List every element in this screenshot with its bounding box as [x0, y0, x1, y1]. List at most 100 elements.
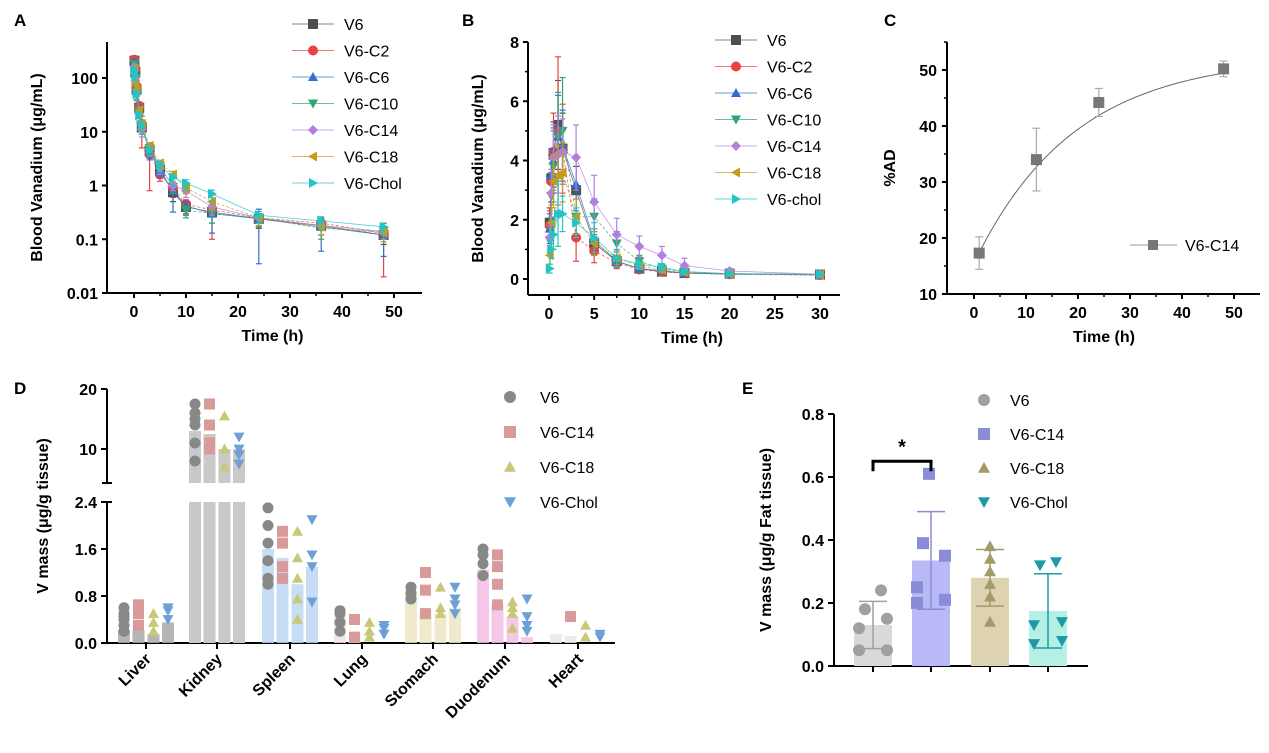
x-tick-label: 40 [1173, 305, 1191, 322]
legend: V6-C14 [1130, 238, 1239, 255]
data-point [189, 398, 201, 410]
data-point [204, 419, 215, 431]
legend-label: V6-C14 [540, 425, 594, 442]
data-point [507, 596, 518, 607]
bar [203, 502, 216, 643]
x-tick-label: 50 [1225, 305, 1243, 322]
data-point [449, 582, 461, 593]
data-point [612, 253, 622, 264]
data-point [984, 578, 996, 589]
legend-label: V6-C6 [344, 70, 389, 87]
data-point [189, 437, 201, 449]
legend-item: V6 [715, 33, 787, 50]
panel-d-chart: 10 20 0.0 0.8 1.6 2.4 V mass (μg/g tissue) Live… [35, 382, 615, 722]
data-point [181, 206, 191, 216]
data-point [379, 221, 389, 232]
legend-item: V6-C2 [292, 44, 389, 61]
y-tick-label: 10 [80, 125, 98, 142]
bar-group-liver-v6-c18 [147, 608, 160, 643]
legend-item: V6-chol [715, 192, 821, 209]
data-point [580, 619, 591, 630]
bar-group-spleen-v6-chol [306, 515, 318, 643]
data-point [277, 561, 288, 573]
y-tick-label: 40 [919, 119, 937, 136]
significance-bracket: * [871, 436, 933, 472]
legend-item: V6-C10 [715, 113, 821, 130]
bar [449, 607, 461, 643]
panel-letter-a: A [14, 11, 26, 30]
x-tick-label: 30 [811, 306, 829, 323]
data-point [492, 599, 503, 611]
data-point [435, 602, 446, 613]
y-tick-label: 2.4 [75, 495, 97, 512]
y-axis-title: Blood Vanadium (μg/mL) [470, 74, 487, 262]
data-point [984, 552, 996, 564]
data-point [162, 603, 174, 614]
bar-group-spleen-v6 [262, 502, 274, 643]
data-point [254, 210, 264, 221]
legend-label: V6-C18 [540, 460, 594, 477]
data-point [189, 413, 201, 425]
data-point [984, 615, 996, 627]
y-tick-label: 0.6 [802, 470, 824, 487]
legend-marker [731, 167, 740, 178]
data-point [1050, 557, 1062, 569]
data-point [306, 550, 318, 561]
data-point [911, 597, 923, 609]
bar-group-kidney-v6-c14 [203, 398, 216, 643]
data-point [635, 259, 645, 270]
data-point [420, 584, 431, 596]
y-axis-title: Blood Vanadium (μg/mL) [29, 73, 46, 261]
data-point [133, 608, 144, 620]
data-point [680, 266, 690, 277]
data-point [208, 188, 217, 199]
bar [550, 634, 562, 643]
y-tick-label: 4 [510, 154, 519, 171]
x-tick-label: 0 [130, 304, 139, 321]
data-point [816, 269, 825, 280]
legend-label: V6-Chol [344, 176, 402, 193]
data-point [492, 549, 503, 561]
data-point [135, 110, 145, 121]
x-tick-label: 10 [1017, 305, 1035, 322]
legend-item: V6-C14 [978, 427, 1064, 444]
y-tick-label: 0 [510, 272, 519, 289]
y-tick-label: 30 [919, 175, 937, 192]
fit-curve [978, 72, 1224, 253]
x-tick-label: Heart [546, 650, 587, 691]
legend-item: V6 [292, 17, 364, 34]
y-tick-label: 8 [510, 35, 519, 52]
data-point [277, 537, 288, 549]
bar-group-kidney-v6 [189, 398, 201, 643]
data-point [306, 597, 318, 608]
legend-label: V6-C14 [1185, 238, 1239, 255]
data-point [130, 78, 140, 89]
bar-group-lung-v6-c18 [364, 616, 375, 642]
legend-item: V6-C18 [978, 461, 1064, 478]
data-point [182, 178, 191, 189]
data-point [939, 549, 951, 562]
legend-label: V6-C14 [344, 123, 398, 140]
legend-label: V6 [767, 33, 787, 50]
bar [405, 593, 417, 643]
data-point [133, 619, 144, 631]
x-tick-label: 0 [970, 305, 979, 322]
x-tick-label: 15 [676, 306, 694, 323]
data-point [204, 443, 215, 455]
series-v6-chol [130, 65, 389, 236]
bar-group-v6-chol [1028, 557, 1068, 672]
data-point [1056, 636, 1068, 647]
legend-marker [978, 428, 990, 440]
data-point [132, 89, 142, 100]
data-point [558, 208, 568, 219]
bar [233, 502, 245, 643]
legend-label: V6-C2 [344, 44, 389, 61]
y-tick-label: 10 [79, 442, 97, 459]
bar-group-lung-v6 [334, 605, 346, 643]
data-point [571, 152, 582, 163]
data-point [917, 537, 929, 550]
legend-label: V6-C2 [767, 60, 812, 77]
legend-label: V6 [344, 17, 364, 34]
bar [189, 502, 201, 643]
